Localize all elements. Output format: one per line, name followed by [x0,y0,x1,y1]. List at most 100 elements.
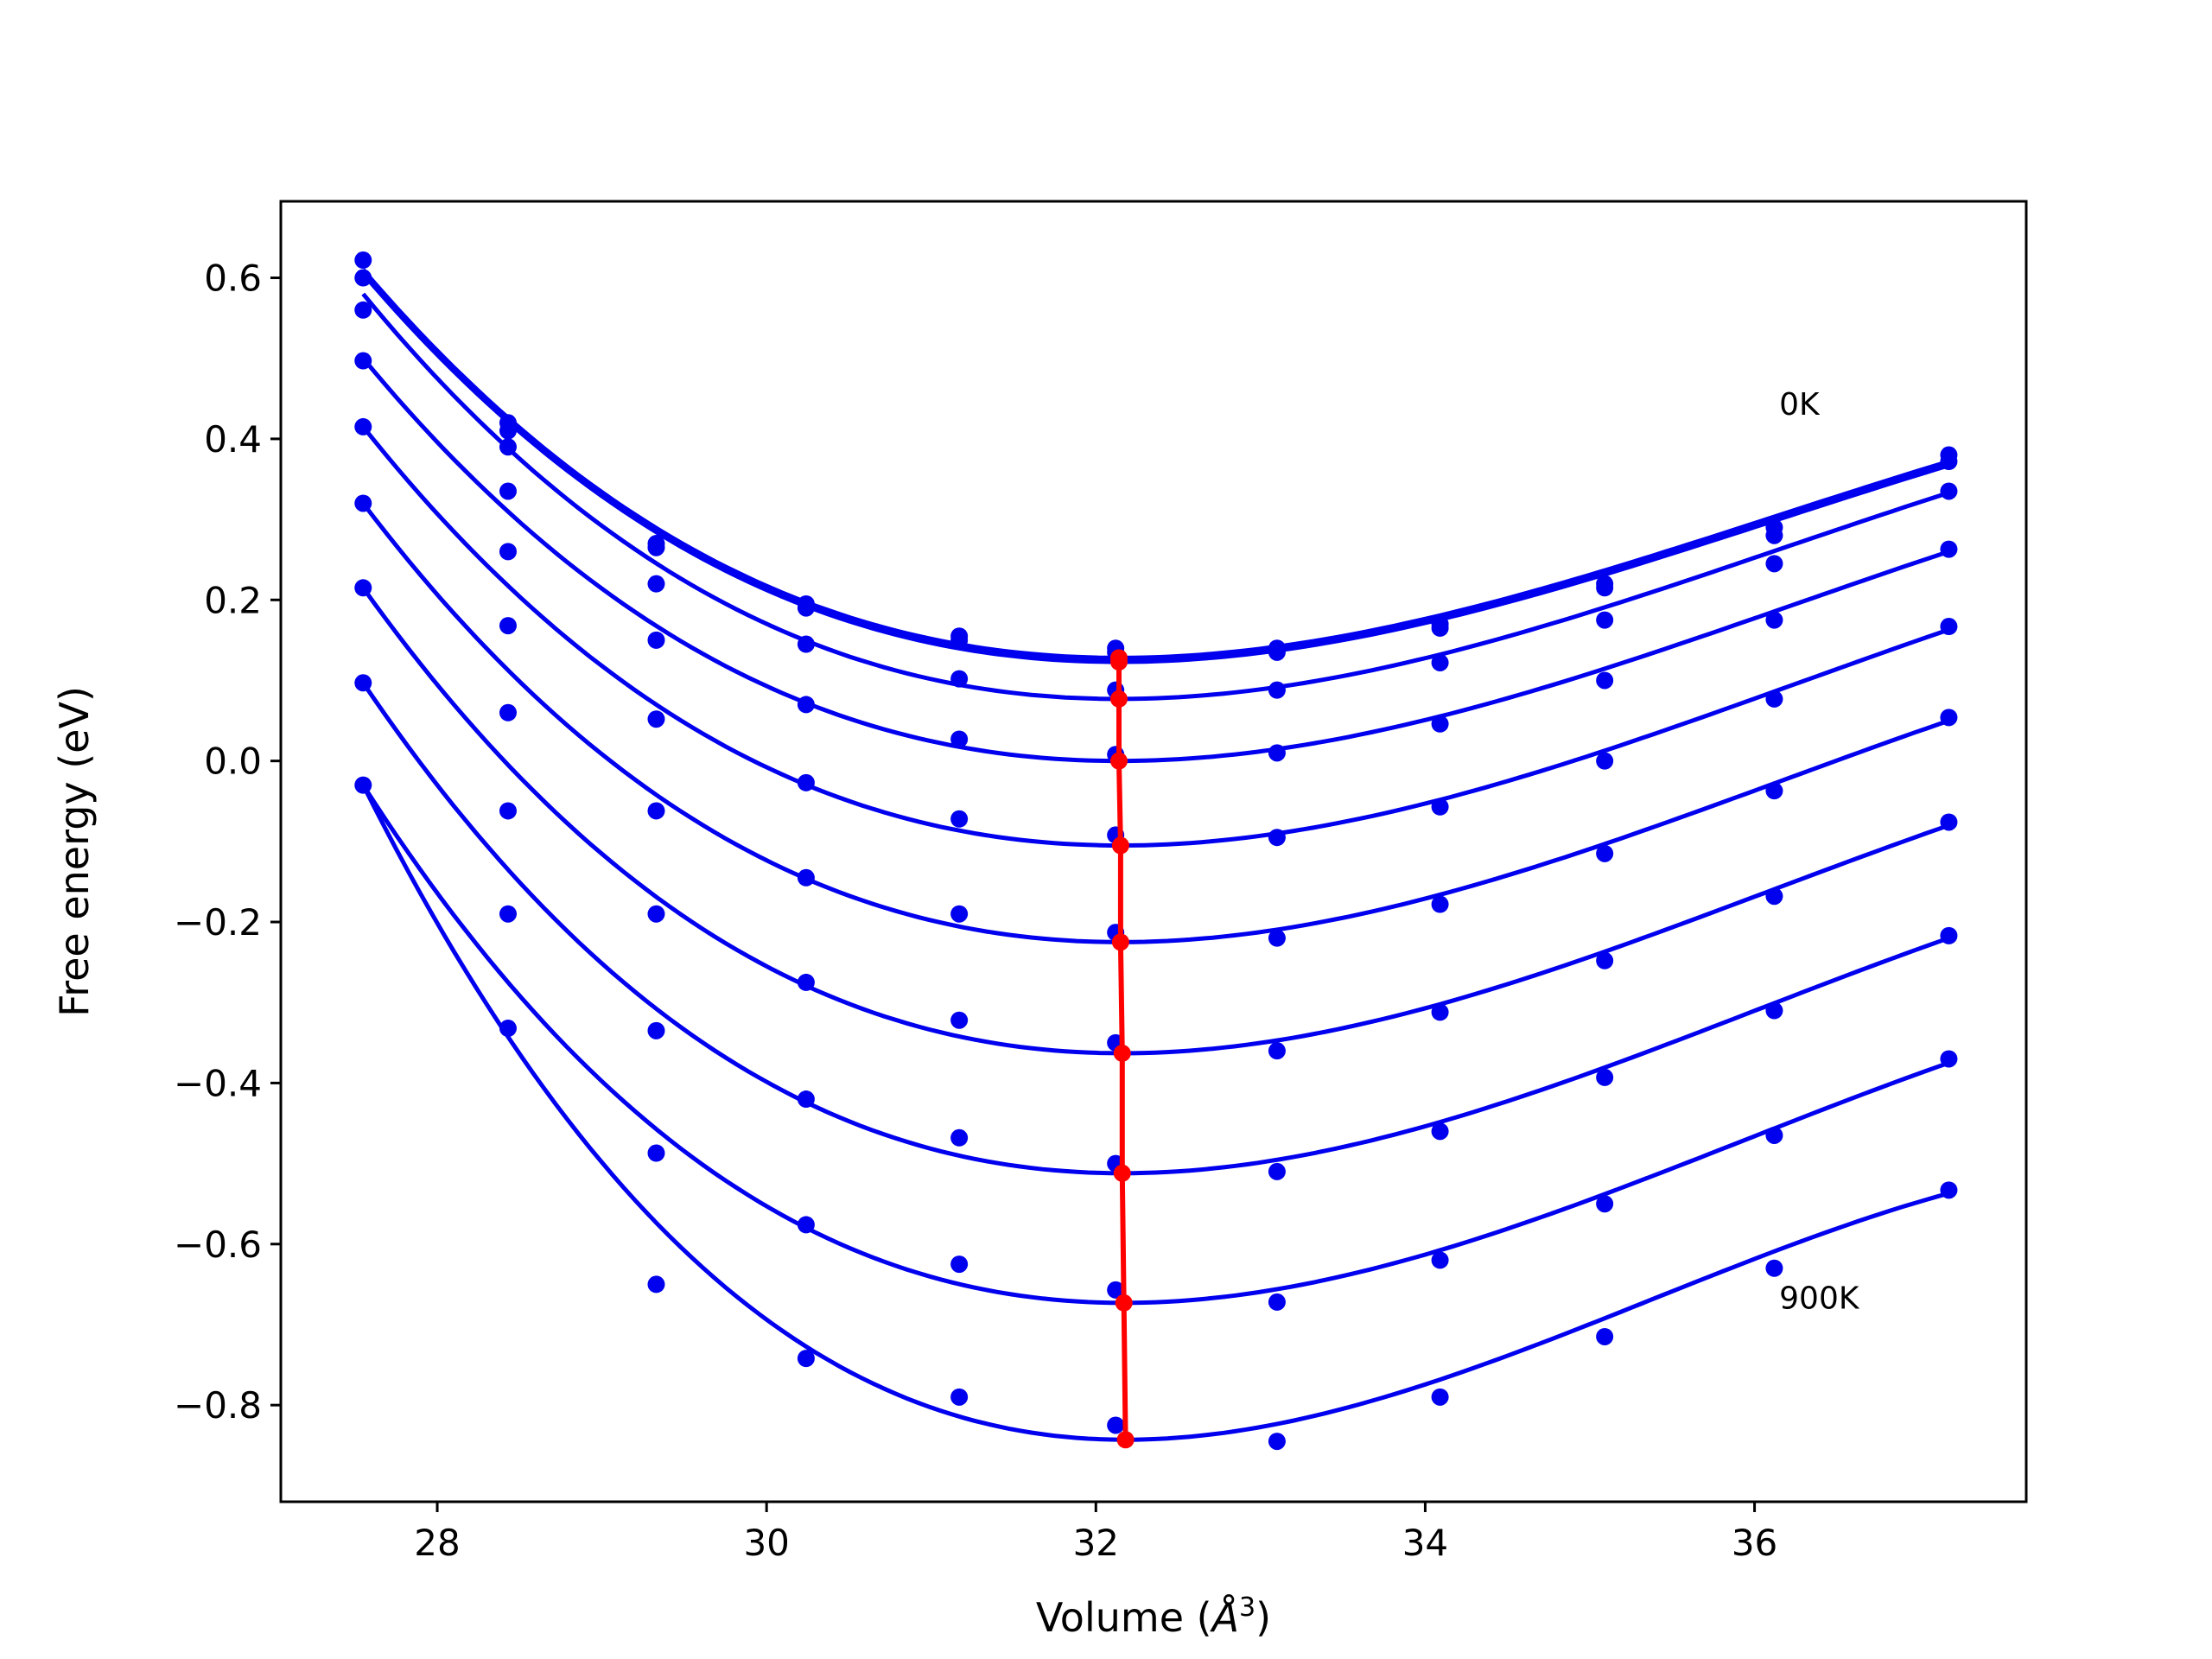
data-point [647,1275,665,1294]
minimum-point [1109,653,1128,671]
data-point [1940,709,1958,727]
minimum-point [1109,752,1128,770]
data-point [1268,744,1286,762]
data-point [1765,1259,1783,1277]
data-point [1765,1126,1783,1144]
temperature-annotation: 900K [1779,1281,1860,1316]
fit-curve [361,292,1950,702]
data-point [1940,813,1958,831]
data-point [647,802,665,820]
annotations: 0K 900K [1779,387,1860,1316]
fit-curve [361,268,1950,660]
fit-curve [361,272,1950,664]
data-point [647,710,665,728]
data-point [354,674,372,692]
y-tick-label: −0.4 [174,1062,262,1104]
data-point [1765,1001,1783,1020]
data-point [647,1021,665,1039]
y-tick-label: 0.4 [204,418,262,461]
data-point [1940,540,1958,558]
data-point [950,670,969,688]
data-point [647,905,665,923]
data-point [499,438,517,456]
data-point [1431,798,1449,816]
data-point [1268,643,1286,661]
data-point [1596,951,1614,969]
x-axis-ticks: 28 30 32 34 36 [414,1502,1777,1564]
fit-curve [361,784,1950,1442]
fit-curve [361,501,1950,944]
data-point [950,1128,969,1147]
minimum-point [1116,1431,1135,1449]
data-point [1596,752,1614,770]
data-point [354,776,372,794]
data-point [1268,1162,1286,1180]
data-point [950,631,969,649]
data-point [1765,782,1783,800]
data-point [647,575,665,593]
data-point [354,251,372,270]
fit-curve [361,681,1950,1176]
minimum-line [1109,649,1135,1449]
data-point [499,543,517,561]
data-point [950,1388,969,1406]
data-point [1431,1003,1449,1021]
data-point [797,1216,815,1234]
data-point [647,631,665,649]
fit-curve [361,784,1950,1306]
data-point [1268,1433,1286,1451]
data-point [1431,653,1449,671]
data-point [1107,1416,1125,1434]
data-point [1940,1050,1958,1068]
data-point [1596,611,1614,629]
data-point [797,696,815,714]
data-point [1765,555,1783,573]
plot-frame [279,200,2028,1503]
data-point [1596,1327,1614,1345]
data-point [797,868,815,887]
fit-curves [361,268,1950,1442]
y-axis-ticks: 0.6 0.4 0.2 0.0 −0.2 −0.4 −0.6 −0.8 [174,257,281,1427]
data-point [1268,829,1286,847]
data-point [950,730,969,748]
fit-curve [361,425,1950,848]
data-point [1940,1181,1958,1199]
y-tick-label: 0.6 [204,257,262,300]
data-point [1596,1195,1614,1213]
data-point [1765,526,1783,544]
x-tick-label: 34 [1402,1522,1448,1564]
data-point [797,973,815,991]
x-tick-label: 32 [1073,1522,1119,1564]
y-axis-label: Free energy (eV) [51,686,98,1017]
fit-curve [361,357,1950,764]
data-point [797,773,815,791]
data-point [499,617,517,635]
x-axis-label: Volume (Å3) [1036,1592,1271,1641]
x-tick-label: 36 [1732,1522,1777,1564]
minimum-path [1116,658,1128,1440]
y-tick-label: −0.8 [174,1384,262,1427]
data-point [1431,895,1449,913]
data-point [499,802,517,820]
data-point [1431,1251,1449,1269]
data-point [354,301,372,319]
y-tick-label: 0.0 [204,741,262,783]
data-point [354,494,372,512]
data-point [950,1255,969,1274]
data-point [1940,926,1958,944]
y-tick-label: −0.6 [174,1224,262,1266]
temperature-annotation: 0K [1779,387,1821,423]
data-point [950,810,969,828]
x-tick-label: 28 [414,1522,460,1564]
data-point [950,905,969,923]
data-point [354,269,372,287]
minimum-point [1111,836,1129,855]
data-point [1431,1122,1449,1141]
data-point [1940,482,1958,500]
data-point [354,352,372,370]
data-point [797,594,815,613]
data-point [499,1020,517,1038]
x-tick-label: 30 [743,1522,789,1564]
y-tick-label: −0.2 [174,901,262,944]
minimum-point [1109,690,1128,708]
